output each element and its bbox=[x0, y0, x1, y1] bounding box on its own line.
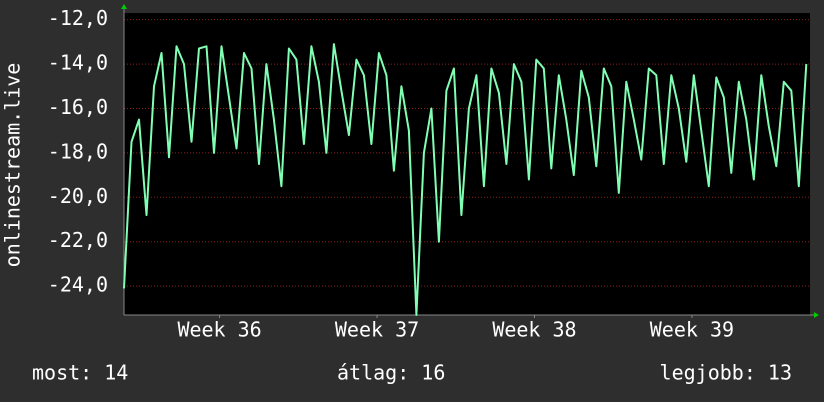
y-tick-label: -24,0 bbox=[48, 273, 108, 297]
y-axis-label: onlinestream.live bbox=[1, 63, 25, 268]
x-tick-label: Week 37 bbox=[335, 318, 419, 342]
y-tick-label: -18,0 bbox=[48, 139, 108, 163]
y-tick-label: -12,0 bbox=[48, 6, 108, 30]
y-tick-label: -22,0 bbox=[48, 228, 108, 252]
stat-average: átlag: 16 bbox=[337, 361, 445, 385]
x-tick-label: Week 36 bbox=[177, 318, 261, 342]
y-tick-label: -16,0 bbox=[48, 95, 108, 119]
plot-area bbox=[124, 13, 810, 315]
x-tick-label: Week 39 bbox=[650, 318, 734, 342]
y-axis-arrow bbox=[121, 4, 127, 9]
x-axis-arrow bbox=[814, 312, 819, 318]
stat-current: most: 14 bbox=[32, 361, 128, 385]
y-tick-label: -14,0 bbox=[48, 51, 108, 75]
data-line bbox=[123, 43, 808, 316]
stat-best: legjobb: 13 bbox=[660, 361, 792, 385]
y-tick-label: -20,0 bbox=[48, 184, 108, 208]
x-tick-label: Week 38 bbox=[492, 318, 576, 342]
